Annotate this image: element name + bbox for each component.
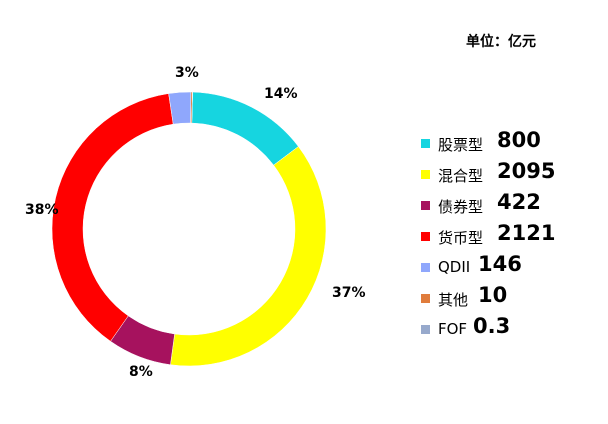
legend-swatch bbox=[421, 201, 430, 210]
slice-label-5: 3% bbox=[175, 65, 199, 81]
slice-7 bbox=[191, 91, 193, 124]
legend-item-4: 货币型 2121 bbox=[421, 221, 601, 256]
legend-name: 股票型 bbox=[438, 136, 484, 154]
legend-item-6: 其他 10 bbox=[421, 283, 601, 318]
legend-value: 0.3 bbox=[473, 314, 511, 338]
legend-name: 其他 bbox=[438, 291, 469, 309]
legend-item-7: FOF 0.3 bbox=[421, 314, 601, 349]
legend-name: 货币型 bbox=[438, 229, 484, 247]
legend-item-3: 债券型 422 bbox=[421, 190, 601, 225]
legend-item-2: 混合型 2095 bbox=[421, 159, 601, 194]
slice-label-1: 14% bbox=[264, 86, 298, 102]
legend-item-1: 股票型 800 bbox=[421, 128, 601, 163]
legend-swatch bbox=[421, 294, 430, 303]
legend-swatch bbox=[421, 139, 430, 148]
slice-label-2: 37% bbox=[332, 285, 366, 301]
legend-name: QDII bbox=[438, 258, 471, 276]
legend-swatch bbox=[421, 325, 430, 334]
slice-layer bbox=[51, 91, 327, 367]
slice-2 bbox=[170, 146, 327, 367]
legend-name: FOF bbox=[438, 320, 468, 338]
legend-value: 422 bbox=[497, 190, 541, 214]
legend-value: 2095 bbox=[497, 159, 556, 183]
legend-value: 800 bbox=[497, 128, 541, 152]
slice-label-3: 8% bbox=[129, 364, 153, 380]
legend-value: 2121 bbox=[497, 221, 556, 245]
slice-1 bbox=[191, 91, 299, 166]
unit-label: 单位：亿元 bbox=[466, 34, 536, 50]
legend-swatch bbox=[421, 170, 430, 179]
slice-4 bbox=[51, 93, 174, 342]
legend-value: 146 bbox=[478, 252, 522, 276]
legend-name: 债券型 bbox=[438, 198, 484, 216]
legend-name: 混合型 bbox=[438, 167, 484, 185]
slice-label-4: 38% bbox=[25, 202, 59, 218]
legend-swatch bbox=[421, 263, 430, 272]
label-layer: 14% 37% 8% 38% 3% bbox=[25, 65, 366, 380]
legend-value: 10 bbox=[478, 283, 508, 307]
legend: 股票型 800 混合型 2095 债券型 422 货币型 2121 QDII 146 其他 10 FOF… bbox=[421, 128, 601, 349]
legend-item-5: QDII 146 bbox=[421, 252, 601, 287]
legend-swatch bbox=[421, 232, 430, 241]
